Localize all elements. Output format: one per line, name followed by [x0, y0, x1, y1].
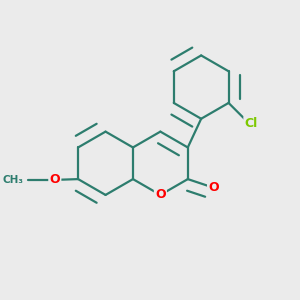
Text: CH₃: CH₃	[3, 175, 24, 185]
Text: O: O	[50, 173, 60, 186]
Text: O: O	[155, 188, 166, 201]
Text: Cl: Cl	[244, 117, 258, 130]
Text: O: O	[208, 181, 219, 194]
